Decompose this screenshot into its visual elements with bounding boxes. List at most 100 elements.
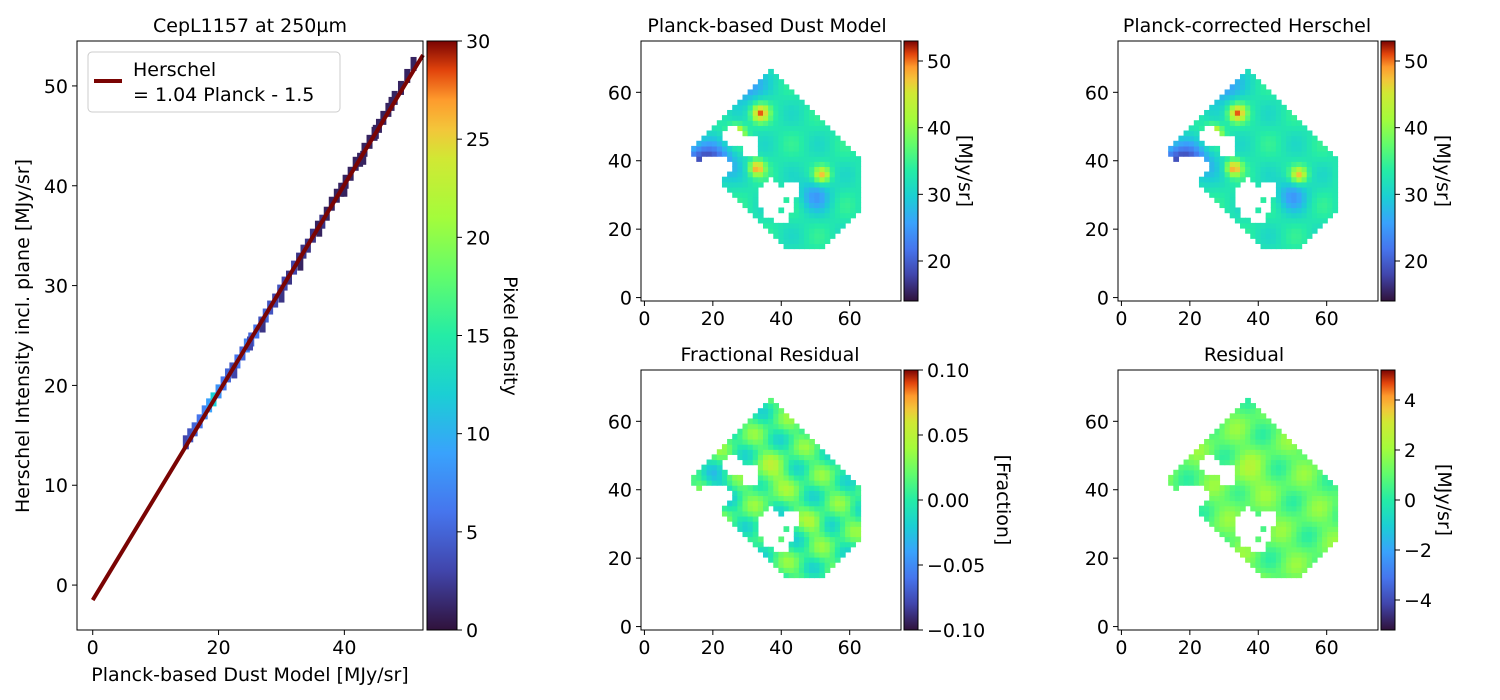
map-pixel	[747, 505, 754, 512]
map-pixel	[793, 464, 800, 471]
map-pixel	[1327, 197, 1333, 203]
map-pixel	[1327, 202, 1333, 209]
map-pixel	[809, 202, 815, 209]
map-pixel	[1245, 397, 1251, 404]
map-pixel	[742, 94, 749, 101]
map-pixel	[788, 125, 795, 132]
map-pixel	[1245, 222, 1251, 229]
map-pixel	[1260, 567, 1267, 573]
map-pixel	[845, 202, 851, 209]
map-pixel	[809, 212, 815, 219]
map-pixel	[1327, 207, 1333, 214]
map-pixel	[798, 186, 805, 193]
map-pixel	[1265, 140, 1272, 147]
map-pixel	[839, 510, 846, 517]
map-pixel	[1234, 510, 1241, 517]
map-pixel	[1265, 151, 1272, 157]
map-pixel	[1286, 217, 1292, 224]
map-pixel	[1332, 161, 1339, 168]
map-pixel	[1183, 474, 1190, 481]
map-pixel	[1214, 161, 1221, 168]
map-pixel	[1229, 186, 1236, 193]
map-pixel	[788, 233, 795, 239]
map-pixel	[778, 485, 785, 491]
map-pixel	[783, 505, 790, 512]
map-pixel	[793, 151, 800, 157]
map-pixel	[1322, 485, 1328, 491]
map-pixel	[727, 480, 733, 486]
map-pixel	[809, 125, 815, 132]
density-cell	[259, 318, 266, 333]
map-pixel	[778, 480, 785, 486]
map-pixel	[783, 104, 790, 111]
map-pixel	[1265, 428, 1272, 435]
map-pixel	[839, 474, 846, 481]
map-pixel	[1234, 454, 1241, 461]
map-pixel	[1255, 99, 1262, 106]
map-pixel	[824, 567, 831, 573]
map-x-tick-label: 20	[1178, 308, 1202, 330]
map-pixel	[809, 120, 815, 126]
map-pixel	[839, 192, 846, 198]
map-pixel	[1281, 207, 1287, 214]
map-pixel	[1306, 546, 1313, 553]
map-pixel	[829, 459, 836, 466]
map-pixel	[1286, 469, 1292, 476]
map-pixel	[834, 161, 841, 168]
map-pixel	[1173, 469, 1180, 476]
map-pixel	[1219, 99, 1226, 106]
map-pixel	[716, 454, 723, 461]
map-pixel	[1281, 151, 1287, 157]
map-pixel	[804, 480, 810, 486]
map-pixel	[1265, 228, 1272, 234]
map-pixel	[763, 454, 769, 461]
map-pixel	[1168, 480, 1174, 486]
map-pixel	[814, 490, 821, 497]
map-pixel	[819, 536, 826, 543]
map-pixel	[1286, 572, 1292, 579]
map-pixel	[1270, 541, 1277, 548]
map-pixel	[1281, 176, 1287, 183]
map-pixel	[1173, 140, 1180, 147]
map-pixel	[1306, 222, 1313, 229]
map-pixel	[768, 99, 774, 106]
map-pixel	[834, 186, 841, 193]
map-pixel	[1286, 438, 1292, 445]
map-pixel	[763, 99, 769, 106]
map-pixel	[834, 156, 841, 162]
map-pixel	[752, 515, 759, 522]
map-pixel	[1291, 474, 1298, 481]
map-pixel	[809, 161, 815, 168]
map-pixel	[763, 546, 769, 553]
map-pixel	[1188, 140, 1195, 147]
map-pixel	[757, 94, 764, 101]
map-pixel	[752, 510, 759, 517]
map-pixel	[834, 192, 841, 198]
map-pixel	[1255, 89, 1262, 96]
map-pixel	[1327, 186, 1333, 193]
map-pixel	[1229, 505, 1236, 512]
map-pixel	[1275, 99, 1282, 106]
map-pixel	[814, 531, 821, 538]
map-pixel	[1296, 526, 1303, 532]
map-pixel	[814, 192, 821, 198]
map-pixel	[855, 536, 862, 543]
map-pixel	[834, 212, 841, 219]
map-pixel	[814, 464, 821, 471]
map-pixel	[783, 413, 790, 420]
map-pixel	[1301, 233, 1308, 239]
map-colorbar-tick-label: 0	[1404, 490, 1416, 512]
map-pixel	[773, 161, 779, 168]
map-pixel	[1306, 166, 1313, 173]
map-pixel	[1209, 181, 1215, 188]
map-pixel	[1260, 449, 1267, 455]
map-pixel	[1327, 212, 1333, 219]
map-pixel	[737, 438, 744, 445]
map-pixel	[1265, 94, 1272, 101]
map-pixel	[742, 130, 749, 137]
map-y-tick-label: 20	[1085, 548, 1109, 570]
map-pixel	[819, 464, 826, 471]
map-pixel	[1265, 171, 1272, 178]
map-pixel	[763, 464, 769, 471]
map-pixel	[804, 145, 810, 152]
